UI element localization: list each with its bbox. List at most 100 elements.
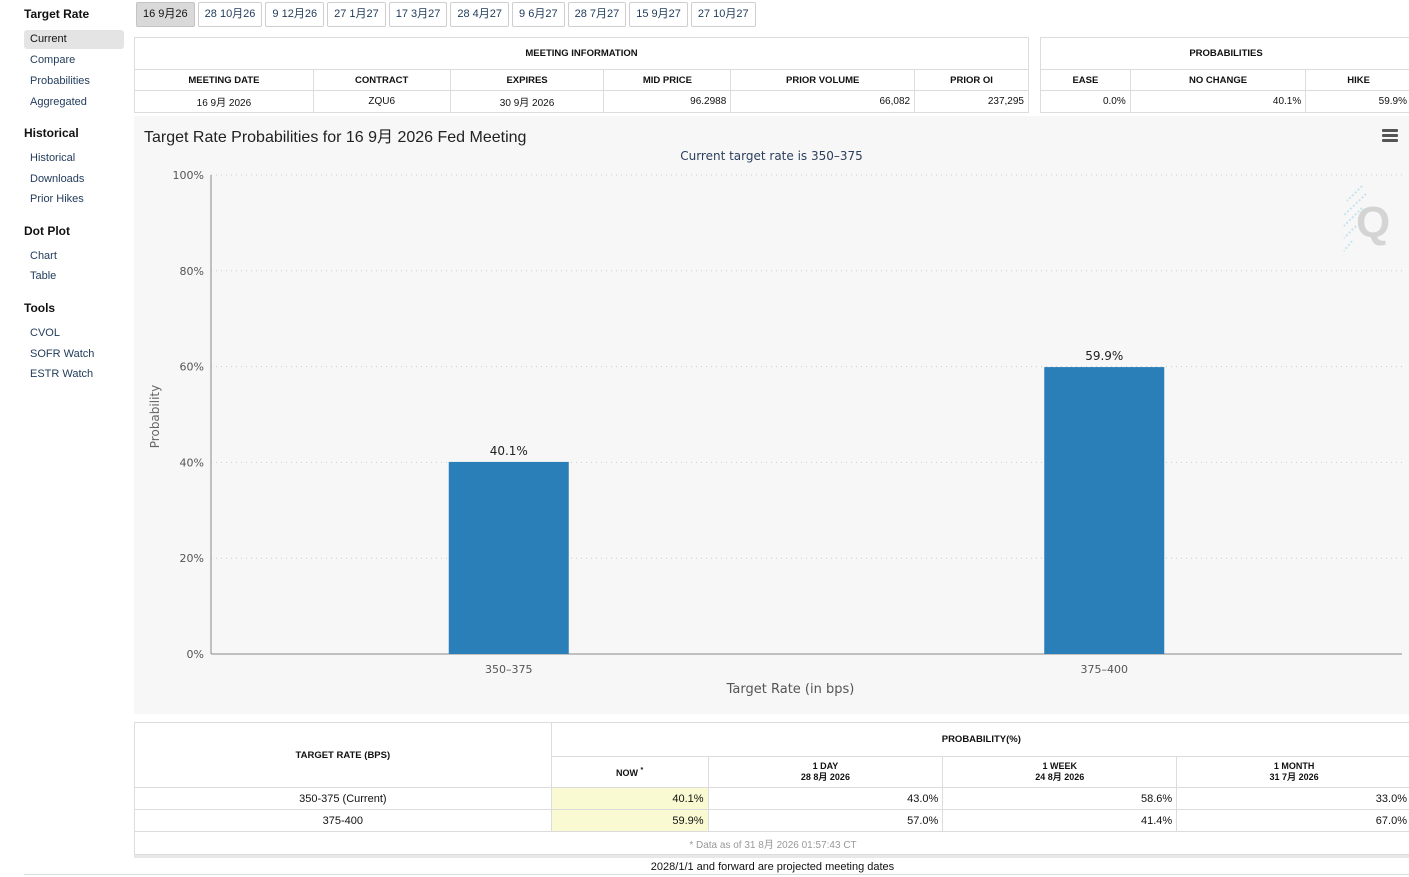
sidebar-item-probabilities[interactable]: Probabilities [30, 75, 90, 87]
x-tick-label: 375–400 [1081, 663, 1129, 676]
sidebar-item-estr-watch[interactable]: ESTR Watch [30, 368, 94, 380]
tab-meeting-date[interactable]: 9 12月26 [265, 2, 325, 27]
column-header: EASE [1040, 69, 1131, 91]
column-header: MEETING DATE [134, 69, 314, 91]
tab-meeting-date[interactable]: 27 1月27 [327, 2, 386, 27]
sidebar: Target Rate Current Compare Probabilitie… [0, 0, 130, 877]
data-timestamp-footnote: * Data as of 31 8月 2026 01:57:43 CT [134, 831, 1409, 855]
tab-meeting-date[interactable]: 9 6月27 [512, 2, 565, 27]
tab-meeting-date[interactable]: 28 4月27 [450, 2, 510, 27]
period-label: 1 MONTH [1273, 761, 1315, 771]
column-header: PRIOR OI [914, 69, 1029, 91]
period-date: 24 8月 2026 [1035, 772, 1085, 782]
now-cell: 59.9% [550, 809, 709, 832]
column-header: HIKE [1305, 69, 1409, 91]
projection-note: 2028/1/1 and forward are projected meeti… [650, 861, 895, 873]
mid-price-value: 96.2988 [603, 90, 732, 113]
meeting-date-value: 16 9月 2026 [134, 90, 314, 113]
one-week-cell: 58.6% [942, 787, 1178, 810]
sidebar-item-prior-hikes[interactable]: Prior Hikes [30, 193, 84, 205]
one-week-cell: 41.4% [942, 809, 1178, 832]
now-label: NOW [615, 768, 638, 778]
one-week-header: 1 WEEK 24 8月 2026 [942, 756, 1178, 788]
now-header: NOW * [550, 756, 709, 788]
sidebar-item-sofr-watch[interactable]: SOFR Watch [30, 348, 95, 360]
tab-meeting-date[interactable]: 15 9月27 [629, 2, 688, 27]
one-month-cell: 67.0% [1176, 809, 1409, 832]
sidebar-item-table[interactable]: Table [30, 270, 57, 282]
column-header: PRIOR VOLUME [730, 69, 916, 91]
tab-meeting-date[interactable]: 27 10月27 [690, 2, 756, 27]
sidebar-item-cvol[interactable]: CVOL [30, 327, 60, 339]
bar-value-label: 59.9% [1085, 349, 1123, 363]
meeting-information-table: MEETING INFORMATION MEETING DATE CONTRAC… [134, 37, 1029, 113]
tab-meeting-date[interactable]: 28 7月27 [567, 2, 627, 27]
y-tick-label: 80% [180, 265, 204, 278]
chart-bar [448, 461, 569, 654]
prior-volume-value: 66,082 [730, 90, 916, 113]
ease-value: 0.0% [1040, 90, 1131, 113]
table-shadow [134, 855, 1409, 858]
chart-title: Target Rate Probabilities for 16 9月 2026… [144, 129, 527, 146]
target-rate-cell: 375-400 [134, 809, 552, 832]
sidebar-item-historical[interactable]: Historical [30, 152, 76, 164]
table-row: 350-375 (Current) 40.1% 43.0% 58.6% 33.0… [134, 787, 1409, 810]
y-axis-title: Probability [148, 385, 162, 448]
y-tick-label: 40% [180, 456, 204, 469]
column-header: CONTRACT [312, 69, 451, 91]
labels: 0% 20% 40% 60% 80% 100% 40.1% 350–375 59.9% 375–4… [148, 169, 1128, 697]
now-footnote-mark: * [640, 767, 644, 774]
bars [448, 367, 1165, 654]
column-header: MID PRICE [603, 69, 732, 91]
probabilities-table: PROBABILITIES EASE NO CHANGE HIKE 0.0% 4… [1040, 37, 1409, 113]
y-tick-label: 20% [180, 552, 204, 565]
one-month-header: 1 MONTH 31 7月 2026 [1176, 756, 1409, 788]
target-rate-header: TARGET RATE (BPS) [134, 722, 552, 788]
probabilities-header: PROBABILITIES [1040, 37, 1409, 70]
chart-subtitle: Current target rate is 350–375 [680, 149, 863, 163]
sidebar-item-downloads[interactable]: Downloads [30, 173, 85, 185]
x-axis-title: Target Rate (in bps) [726, 682, 855, 697]
target-rate-cell: 350-375 (Current) [134, 787, 552, 810]
period-date: 28 8月 2026 [800, 772, 850, 782]
expires-value: 30 9月 2026 [449, 90, 605, 113]
one-day-header: 1 DAY 28 8月 2026 [707, 756, 944, 788]
tab-meeting-date[interactable]: 16 9月26 [136, 2, 195, 27]
chart-bar [1044, 367, 1165, 654]
sidebar-item-aggregated[interactable]: Aggregated [30, 96, 87, 108]
hamburger-menu-icon[interactable] [1382, 129, 1398, 143]
one-day-cell: 43.0% [707, 787, 944, 810]
hike-value: 59.9% [1305, 90, 1409, 113]
sidebar-heading-historical: Historical [24, 126, 79, 140]
quikstrike-logo: Q [1342, 185, 1390, 252]
column-header: EXPIRES [449, 69, 605, 91]
sidebar-item-compare[interactable]: Compare [30, 54, 76, 66]
probability-header: PROBABILITY(%) [550, 722, 1409, 757]
period-label: 1 WEEK [1042, 761, 1077, 771]
sidebar-item-current[interactable]: Current [24, 30, 124, 49]
column-header: NO CHANGE [1129, 69, 1307, 91]
probability-chart: 0% 20% 40% 60% 80% 100% 40.1% 350–375 59.9% 375–4… [134, 116, 1409, 714]
x-tick-label: 350–375 [485, 663, 533, 676]
now-cell: 40.1% [550, 787, 709, 810]
prior-oi-value: 237,295 [914, 90, 1029, 113]
period-date: 31 7月 2026 [1269, 772, 1319, 782]
meeting-information-header: MEETING INFORMATION [134, 37, 1029, 70]
y-tick-label: 60% [180, 361, 204, 374]
one-month-cell: 33.0% [1176, 787, 1409, 810]
sidebar-item-chart[interactable]: Chart [30, 250, 57, 262]
gridlines [210, 174, 1402, 655]
table-row: 375-400 59.9% 57.0% 41.4% 67.0% [134, 809, 1409, 832]
sidebar-heading-dot-plot: Dot Plot [24, 224, 70, 238]
sidebar-heading-tools: Tools [24, 301, 56, 315]
divider [24, 874, 1409, 875]
tab-meeting-date[interactable]: 17 3月27 [388, 2, 448, 27]
sidebar-heading-target-rate: Target Rate [24, 7, 90, 21]
contract-value: ZQU6 [312, 90, 451, 113]
y-tick-label: 0% [187, 648, 204, 661]
tab-meeting-date[interactable]: 28 10月26 [197, 2, 263, 27]
bar-value-label: 40.1% [490, 444, 528, 458]
one-day-cell: 57.0% [707, 809, 944, 832]
probability-history-table: TARGET RATE (BPS) PROBABILITY(%) NOW * 1… [134, 722, 1409, 855]
no-change-value: 40.1% [1129, 90, 1307, 113]
